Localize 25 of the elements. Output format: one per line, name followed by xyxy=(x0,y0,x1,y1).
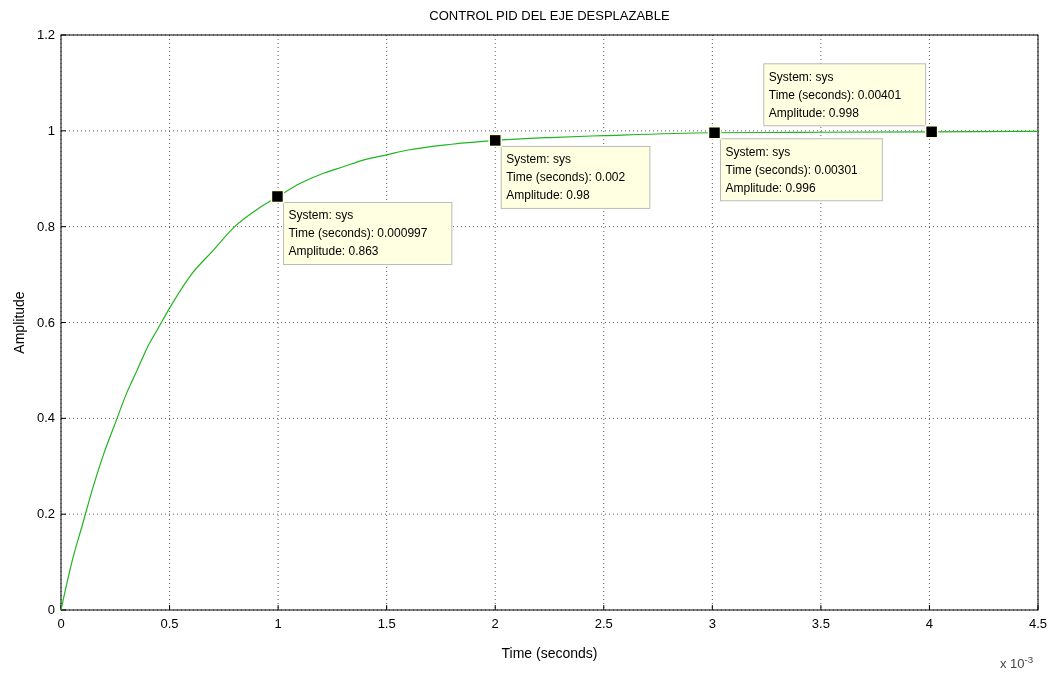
x-tick-label: 3.5 xyxy=(811,616,830,631)
y-tick-label: 0.6 xyxy=(36,314,55,330)
x-tick-label: 2 xyxy=(491,616,499,631)
y-tick-label: 1 xyxy=(47,122,55,138)
annotation: System: sys Time (seconds): 0.00401 Amplitude: 0.998 xyxy=(768,69,902,120)
x-tick-label: 2.5 xyxy=(594,616,613,631)
y-tick-label: 0.4 xyxy=(36,410,55,426)
x-tick-label: 1 xyxy=(274,616,282,631)
y-tick-label: 0.8 xyxy=(36,218,55,234)
x-tick-label: 4 xyxy=(925,616,934,631)
annotation: System: sys Time (seconds): 0.00301 Amplitude: 0.996 xyxy=(725,144,859,195)
y-axis-title: Amplitude xyxy=(11,291,27,354)
x-tick-label: 0 xyxy=(57,616,65,631)
y-tick-label: 0.2 xyxy=(36,506,55,522)
annotation: System: sys Time (seconds): 0.002 Amplitude: 0.98 xyxy=(506,152,626,203)
x-tick-label: 3 xyxy=(708,616,716,631)
chart-title: CONTROL PID DEL EJE DESPLAZABLE xyxy=(429,8,670,23)
y-tick-label: 1.2 xyxy=(36,27,55,42)
annotation: System: sys Time (seconds): 0.000997 Amplitude: 0.863 xyxy=(288,208,428,259)
x-tick-label: 0.5 xyxy=(160,616,179,631)
y-tick-label: 0 xyxy=(47,602,55,617)
x-axis-title: Time (seconds) xyxy=(501,645,598,661)
x-tick-label: 4.5 xyxy=(1028,616,1048,631)
text: x 10$^{-3}$ xyxy=(1000,653,1034,671)
x-tick-label: 1.5 xyxy=(377,616,396,631)
